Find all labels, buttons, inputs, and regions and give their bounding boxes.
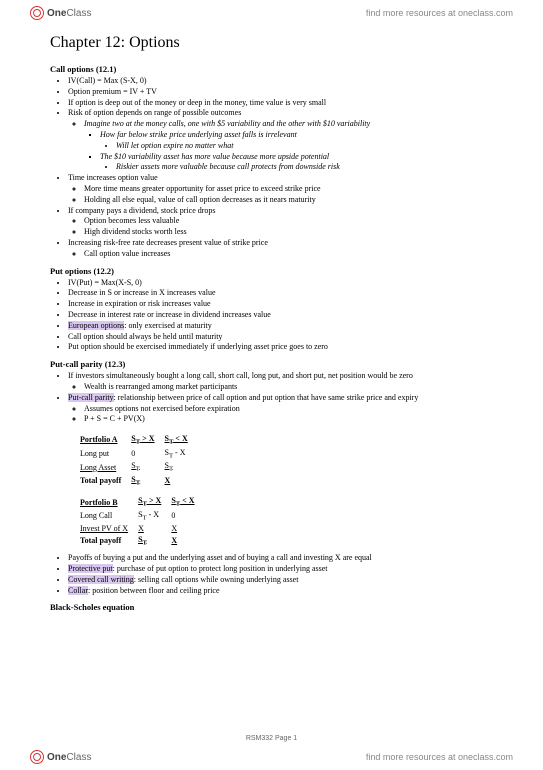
list-item: Protective put: purchase of put option t…	[68, 564, 503, 575]
table-row: Portfolio B ST > X ST < X	[80, 495, 205, 509]
highlighted-term: European options	[68, 321, 124, 330]
list-item: Call option value increases	[84, 249, 503, 260]
table-cell: Total payoff	[80, 534, 138, 548]
highlighted-term: Protective put	[68, 564, 113, 573]
section-list: IV(Call) = Max (S-X, 0) Option premium =…	[50, 76, 503, 260]
list-item: If investors simultaneously bought a lon…	[68, 371, 503, 393]
brand-logo: OneClass	[30, 750, 91, 764]
list-item: Put option should be exercised immediate…	[68, 342, 503, 353]
list-item: Will let option expire no matter what	[116, 141, 503, 152]
section-list: Payoffs of buying a put and the underlyi…	[50, 553, 503, 596]
list-item: Wealth is rearranged among market partic…	[84, 382, 503, 393]
list-item: Payoffs of buying a put and the underlyi…	[68, 553, 503, 564]
portfolio-b-table: Portfolio B ST > X ST < X Long Call ST -…	[80, 495, 205, 547]
list-item: Risk of option depends on range of possi…	[68, 108, 503, 173]
list-item: Put-call parity: relationship between pr…	[68, 393, 503, 425]
table-row: Total payoff ST X	[80, 474, 198, 488]
highlighted-term: Put-call parity	[68, 393, 114, 402]
highlighted-term: Collar	[68, 586, 88, 595]
list-item: How far below strike price underlying as…	[100, 130, 503, 152]
table-cell: X	[171, 523, 204, 534]
list-item: Covered call writing: selling call optio…	[68, 575, 503, 586]
logo-icon	[30, 6, 44, 20]
table-cell: X	[171, 534, 204, 548]
table-cell: ST	[165, 460, 198, 474]
table-cell: ST - X	[138, 509, 171, 523]
table-row: Total payoff ST X	[80, 534, 205, 548]
list-item: Increase in expiration or risk increases…	[68, 299, 503, 310]
section-list: IV(Put) = Max(X-S, 0) Decrease in S or i…	[50, 278, 503, 354]
header-tagline: find more resources at oneclass.com	[366, 8, 513, 18]
list-item: Decrease in S or increase in X increases…	[68, 288, 503, 299]
list-item: Option premium = IV + TV	[68, 87, 503, 98]
page-number: RSM332 Page 1	[0, 735, 543, 742]
table-cell: X	[138, 523, 171, 534]
list-item: Assumes options not exercised before exp…	[84, 404, 503, 415]
list-item: More time means greater opportunity for …	[84, 184, 503, 195]
section-title: Put-call parity (12.3)	[50, 359, 503, 369]
table-cell: ST	[138, 534, 171, 548]
section-list: If investors simultaneously bought a lon…	[50, 371, 503, 425]
brand-name: OneClass	[47, 8, 91, 19]
footer-tagline: find more resources at oneclass.com	[366, 752, 513, 762]
brand-logo: OneClass	[30, 6, 91, 20]
list-item: Increasing risk-free rate decreases pres…	[68, 238, 503, 260]
page-footer: OneClass find more resources at oneclass…	[0, 744, 543, 770]
list-item: Imagine two at the money calls, one with…	[84, 119, 503, 173]
table-cell: Long put	[80, 447, 131, 461]
table-cell: ST	[131, 460, 164, 474]
list-item: High dividend stocks worth less	[84, 227, 503, 238]
list-item: European options: only exercised at matu…	[68, 321, 503, 332]
table-row: Long Call ST - X 0	[80, 509, 205, 523]
table-header: ST > X	[131, 433, 164, 447]
logo-icon	[30, 750, 44, 764]
list-item: Option becomes less valuable	[84, 216, 503, 227]
table-cell: Invest PV of X	[80, 523, 138, 534]
list-item: P + S = C + PV(X)	[84, 414, 503, 425]
table-row: Long put 0 ST - X	[80, 447, 198, 461]
section-title: Put options (12.2)	[50, 266, 503, 276]
list-item: The $10 variability asset has more value…	[100, 152, 503, 174]
list-item: IV(Put) = Max(X-S, 0)	[68, 278, 503, 289]
list-item: If option is deep out of the money or de…	[68, 98, 503, 109]
table-cell: Long Call	[80, 509, 138, 523]
table-header: ST < X	[165, 433, 198, 447]
table-row: Portfolio A ST > X ST < X	[80, 433, 198, 447]
portfolio-a-table: Portfolio A ST > X ST < X Long put 0 ST …	[80, 433, 198, 487]
table-row: Long Asset ST ST	[80, 460, 198, 474]
page-header: OneClass find more resources at oneclass…	[0, 0, 543, 26]
table-header: Portfolio B	[80, 495, 138, 509]
list-item: Holding all else equal, value of call op…	[84, 195, 503, 206]
table-cell: Long Asset	[80, 460, 131, 474]
chapter-title: Chapter 12: Options	[50, 34, 503, 52]
list-item: If company pays a dividend, stock price …	[68, 206, 503, 238]
list-item: Riskier assets more valuable because cal…	[116, 162, 503, 173]
section-title: Black-Scholes equation	[50, 602, 503, 612]
document-content: Chapter 12: Options Call options (12.1) …	[0, 34, 543, 612]
list-item: Collar: position between floor and ceili…	[68, 586, 503, 597]
table-cell: ST	[131, 474, 164, 488]
table-row: Invest PV of X X X	[80, 523, 205, 534]
list-item: IV(Call) = Max (S-X, 0)	[68, 76, 503, 87]
list-item: Time increases option value More time me…	[68, 173, 503, 205]
table-header: ST > X	[138, 495, 171, 509]
table-cell: 0	[131, 447, 164, 461]
list-item: Decrease in interest rate or increase in…	[68, 310, 503, 321]
table-cell: X	[165, 474, 198, 488]
table-cell: Total payoff	[80, 474, 131, 488]
section-title: Call options (12.1)	[50, 64, 503, 74]
table-cell: ST - X	[165, 447, 198, 461]
brand-name: OneClass	[47, 752, 91, 763]
table-header: ST < X	[171, 495, 204, 509]
highlighted-term: Covered call writing	[68, 575, 134, 584]
table-cell: 0	[171, 509, 204, 523]
list-item: Call option should always be held until …	[68, 332, 503, 343]
table-header: Portfolio A	[80, 433, 131, 447]
